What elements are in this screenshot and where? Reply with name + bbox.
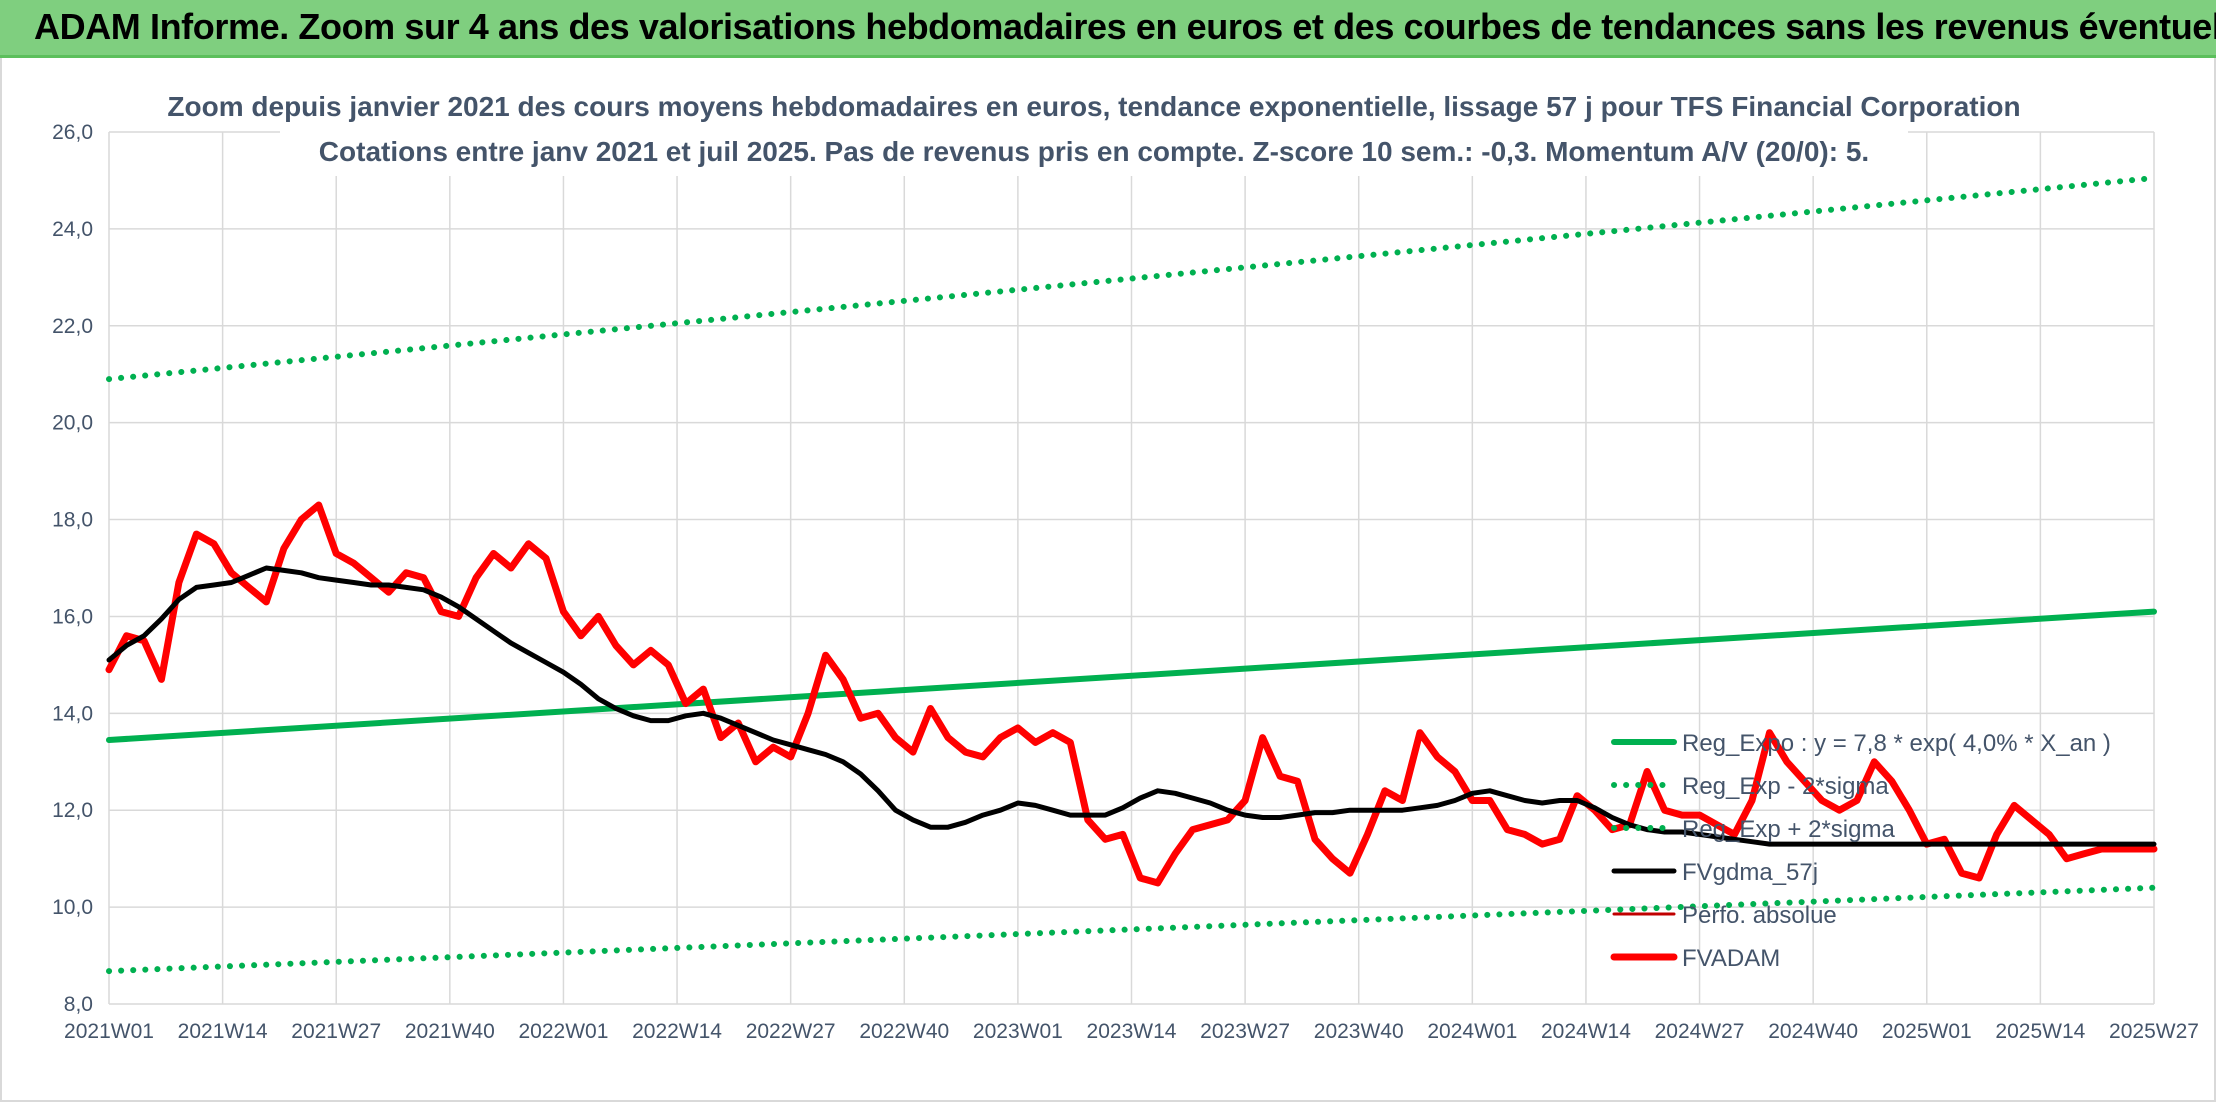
y-tick-label: 24,0 <box>52 218 93 241</box>
reg-expo-line <box>106 608 2157 743</box>
title-backdrop <box>280 84 1908 176</box>
x-tick-label: 2022W01 <box>518 1020 608 1043</box>
x-tick-label: 2022W14 <box>632 1020 722 1043</box>
legend: Reg_Expo : y = 7,8 * exp( 4,0% * X_an ) R… <box>1610 730 2111 972</box>
legend-label: Perfo. absolue <box>1682 902 1837 929</box>
y-tick-label: 10,0 <box>52 896 93 919</box>
legend-label: FVgdma_57j <box>1682 859 1818 886</box>
x-tick-label: 2023W01 <box>973 1020 1063 1043</box>
y-tick-label: 20,0 <box>52 412 93 435</box>
y-tick-label: 8,0 <box>64 993 93 1016</box>
x-tick-label: 2023W14 <box>1087 1020 1177 1043</box>
fvgdma-57j-line <box>106 565 2157 847</box>
x-tick-label: 2021W40 <box>405 1020 495 1043</box>
fvadam-line <box>105 501 2158 887</box>
trend-chart: 8,0 10,0 12,0 14,0 16,0 18,0 20,0 22,0 24,0 26,0 2… <box>52 84 2199 1043</box>
x-tick-label: 2021W14 <box>178 1020 268 1043</box>
y-tick-label: 12,0 <box>52 799 93 822</box>
legend-label: FVADAM <box>1682 945 1780 972</box>
x-tick-label: 2024W27 <box>1655 1020 1745 1043</box>
y-tick-label: 26,0 <box>52 121 93 144</box>
legend-label: Reg_Exp + 2*sigma <box>1682 816 1895 843</box>
x-tick-label: 2024W14 <box>1541 1020 1631 1043</box>
x-tick-label: 2022W40 <box>859 1020 949 1043</box>
axes: 8,0 10,0 12,0 14,0 16,0 18,0 20,0 22,0 24,0 26,0 2… <box>52 121 2199 1043</box>
x-tick-label: 2024W01 <box>1427 1020 1517 1043</box>
x-tick-label: 2025W01 <box>1882 1020 1972 1043</box>
x-tick-label: 2025W27 <box>2109 1020 2199 1043</box>
y-tick-label: 14,0 <box>52 702 93 725</box>
reg-exp-plus-2sigma-line <box>106 175 2157 383</box>
chart-title: Zoom depuis janvier 2021 des cours moyen… <box>167 91 2020 122</box>
legend-label: Reg_Expo : y = 7,8 * exp( 4,0% * X_an ) <box>1682 730 2111 757</box>
series-layer <box>105 175 2158 975</box>
y-tick-label: 22,0 <box>52 315 93 338</box>
chart-frame: 8,0 10,0 12,0 14,0 16,0 18,0 20,0 22,0 24,0 26,0 2… <box>0 58 2216 1102</box>
banner-title: ADAM Informe. Zoom sur 4 ans des valoris… <box>34 6 2216 47</box>
y-tick-label: 16,0 <box>52 605 93 628</box>
banner: ADAM Informe. Zoom sur 4 ans des valoris… <box>0 0 2216 58</box>
grid <box>108 84 2155 1005</box>
x-tick-label: 2021W01 <box>64 1020 154 1043</box>
legend-label: Reg_Exp - 2*sigma <box>1682 773 1889 800</box>
x-tick-label: 2022W27 <box>746 1020 836 1043</box>
reg-exp-minus-2sigma-line <box>106 884 2157 975</box>
x-tick-label: 2021W27 <box>291 1020 381 1043</box>
x-tick-label: 2023W40 <box>1314 1020 1404 1043</box>
y-tick-label: 18,0 <box>52 509 93 532</box>
x-tick-label: 2023W27 <box>1200 1020 1290 1043</box>
chart-subtitle: Cotations entre janv 2021 et juil 2025. … <box>319 136 1869 167</box>
x-tick-label: 2025W14 <box>1995 1020 2085 1043</box>
x-tick-label: 2024W40 <box>1768 1020 1858 1043</box>
